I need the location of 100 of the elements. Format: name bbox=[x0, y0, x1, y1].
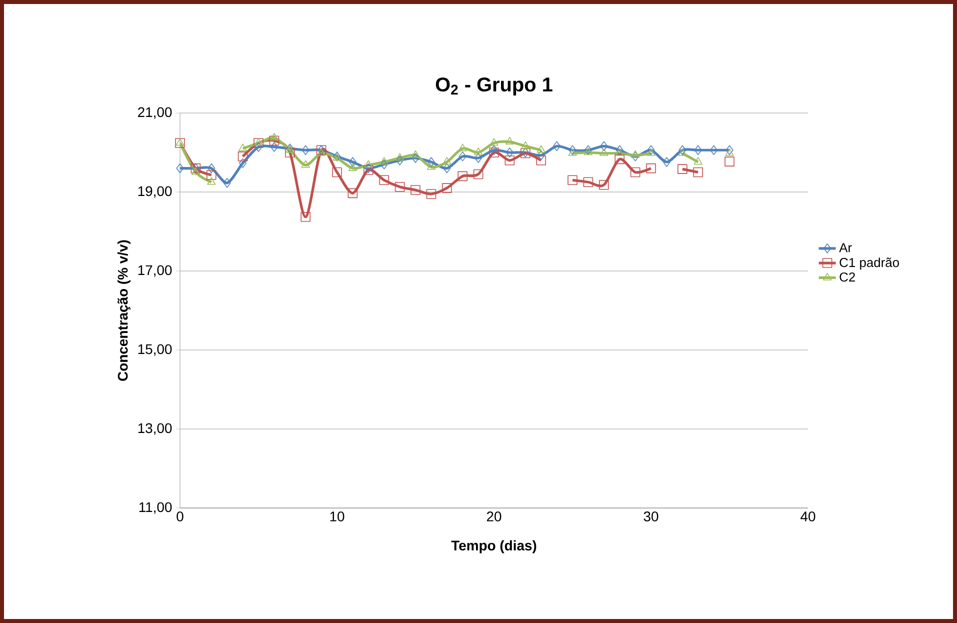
point bbox=[206, 170, 216, 180]
point bbox=[553, 141, 561, 152]
y-tick-label: 13,00 bbox=[138, 423, 172, 435]
legend-label: C1 padrão bbox=[840, 258, 899, 270]
y-tick-label: 15,00 bbox=[138, 344, 172, 356]
point bbox=[458, 144, 467, 152]
point bbox=[474, 148, 483, 156]
y-tick-label: 17,00 bbox=[138, 265, 172, 277]
point bbox=[647, 145, 655, 156]
point bbox=[380, 159, 388, 170]
point bbox=[238, 144, 248, 152]
point bbox=[584, 148, 592, 156]
point bbox=[379, 175, 390, 186]
point bbox=[285, 148, 295, 158]
point bbox=[223, 178, 231, 188]
point bbox=[583, 177, 594, 188]
point bbox=[396, 155, 404, 166]
point bbox=[364, 160, 373, 168]
point bbox=[599, 180, 609, 190]
point bbox=[489, 148, 499, 158]
point bbox=[191, 167, 200, 175]
point bbox=[504, 155, 515, 166]
point bbox=[302, 145, 310, 156]
point bbox=[662, 157, 670, 167]
y-tick-label: 11,00 bbox=[139, 502, 172, 514]
point bbox=[427, 157, 435, 167]
point bbox=[207, 177, 216, 185]
y-axis-title: Concentração (% v/v) bbox=[117, 240, 130, 381]
point bbox=[615, 148, 624, 156]
point bbox=[568, 175, 578, 186]
point bbox=[239, 158, 247, 168]
point bbox=[474, 153, 482, 163]
point bbox=[270, 132, 278, 141]
point bbox=[412, 153, 420, 163]
point bbox=[632, 152, 640, 162]
point bbox=[678, 148, 687, 156]
point bbox=[600, 141, 608, 152]
point bbox=[724, 156, 734, 166]
point bbox=[616, 145, 624, 156]
point bbox=[646, 148, 656, 156]
x-tick-label: 10 bbox=[330, 512, 344, 522]
point bbox=[490, 138, 498, 146]
point bbox=[490, 145, 498, 156]
point bbox=[410, 185, 420, 195]
point bbox=[426, 189, 436, 199]
point bbox=[380, 157, 388, 165]
point bbox=[694, 157, 702, 165]
point bbox=[176, 163, 184, 174]
y-tick-label: 21,00 bbox=[138, 107, 172, 119]
point bbox=[458, 171, 468, 182]
point bbox=[269, 136, 280, 146]
point bbox=[473, 169, 484, 180]
point bbox=[238, 152, 248, 162]
point bbox=[300, 212, 310, 222]
legend-label: Ar bbox=[839, 243, 852, 252]
point bbox=[332, 167, 342, 178]
point bbox=[426, 162, 436, 170]
point bbox=[678, 164, 688, 174]
point bbox=[270, 142, 278, 152]
point bbox=[726, 145, 734, 156]
point bbox=[584, 145, 592, 156]
point bbox=[536, 145, 546, 153]
x-tick-label: 0 bbox=[176, 512, 184, 522]
point bbox=[631, 150, 640, 158]
point bbox=[396, 153, 404, 161]
point bbox=[521, 141, 530, 149]
point bbox=[254, 142, 262, 152]
point bbox=[678, 145, 686, 156]
y-tick-label: 19,00 bbox=[138, 186, 172, 198]
point bbox=[505, 136, 514, 144]
point bbox=[568, 148, 577, 156]
x-tick-label: 30 bbox=[644, 512, 658, 522]
point bbox=[348, 188, 358, 198]
point bbox=[630, 167, 640, 178]
point bbox=[710, 145, 718, 156]
point bbox=[725, 148, 734, 156]
point bbox=[348, 163, 357, 171]
legend-label: C2 bbox=[840, 272, 855, 282]
point bbox=[208, 163, 216, 174]
point bbox=[301, 160, 310, 168]
point bbox=[536, 155, 546, 166]
x-tick-label: 20 bbox=[486, 512, 502, 522]
point bbox=[568, 145, 576, 156]
x-tick-label: 40 bbox=[800, 512, 816, 522]
point bbox=[614, 154, 625, 164]
x-axis-title: Tempo (dias) bbox=[451, 540, 536, 554]
point bbox=[458, 152, 466, 162]
chart-title: O$_{2}$ - Grupo 1 bbox=[436, 77, 552, 96]
point bbox=[600, 148, 608, 156]
point bbox=[646, 163, 656, 174]
point bbox=[348, 157, 356, 167]
point bbox=[693, 167, 704, 178]
point bbox=[394, 182, 405, 192]
point bbox=[537, 150, 545, 160]
point bbox=[443, 163, 451, 174]
point bbox=[506, 148, 514, 158]
point bbox=[411, 150, 420, 158]
point bbox=[442, 183, 452, 193]
point bbox=[694, 145, 702, 156]
point bbox=[317, 148, 326, 156]
